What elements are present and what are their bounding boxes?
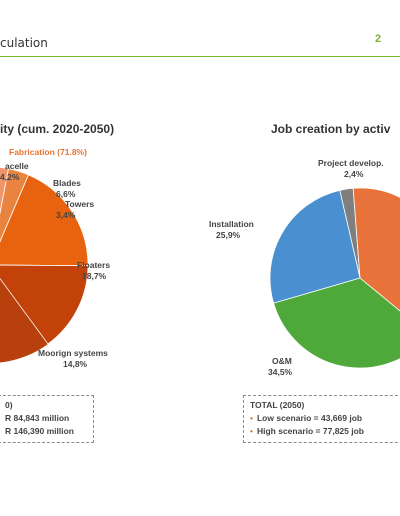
slice-label-installation: Installation: [209, 219, 254, 229]
right-slice-2: [273, 277, 400, 369]
right-totals-row-2-text: High scenario = 77,825 job: [256, 426, 364, 436]
right-totals-row-1-text: Low scenario = 43,669 job: [256, 413, 363, 423]
bullet-icon: •: [250, 426, 253, 436]
left-totals-row-1: R 84,843 million: [5, 413, 70, 423]
left-totals-box: 0) R 84,843 million R 146,390 million: [0, 395, 94, 443]
right-totals-heading: TOTAL (2050): [250, 400, 305, 410]
right-chart-title: Job creation by activ: [271, 122, 391, 136]
slice-label-mooring: Moorign systems: [38, 348, 108, 358]
left-pie: [0, 167, 89, 363]
right-totals-row-2: • High scenario = 77,825 job: [250, 425, 400, 438]
slice-label-floaters: Floaters: [77, 260, 110, 270]
header-divider: [0, 56, 400, 57]
left-totals-row-2: R 146,390 million: [5, 426, 74, 436]
slice-value-blades: 6,6%: [56, 189, 76, 199]
slice-label-blades: Blades: [53, 178, 81, 188]
bullet-icon: •: [250, 413, 253, 423]
right-totals-row-1: • Low scenario = 43,669 job: [250, 412, 400, 425]
right-slice-3: [269, 189, 361, 304]
slice-label-project: Project develop.: [318, 158, 384, 168]
section-title: culation: [0, 36, 48, 50]
slice-value-mooring: 14,8%: [63, 359, 88, 369]
right-slice-1: [352, 187, 400, 312]
page-number: 2: [375, 33, 382, 45]
left-chart-title: ity (cum. 2020-2050): [0, 122, 114, 136]
slice-value-nacelle: 4,2%: [0, 172, 20, 182]
fabrication-group-label: Fabrication (71.8%): [9, 147, 87, 157]
left-slice-3: [0, 174, 89, 267]
slice-value-project: 2,4%: [344, 169, 364, 179]
left-totals-heading: 0): [5, 400, 13, 410]
slice-label-nacelle: acelle: [5, 161, 29, 171]
slice-value-towers: 3,4%: [56, 210, 76, 220]
left-slice-4: [0, 264, 89, 345]
slice-label-om: O&M: [272, 356, 292, 366]
right-pie: [269, 187, 400, 369]
slice-value-om: 34,5%: [268, 367, 293, 377]
slice-label-towers: Towers: [65, 199, 94, 209]
right-totals-box: TOTAL (2050) • Low scenario = 43,669 job …: [243, 395, 400, 443]
slice-value-installation: 25,9%: [216, 230, 241, 240]
slice-value-floaters: 18,7%: [82, 271, 107, 281]
